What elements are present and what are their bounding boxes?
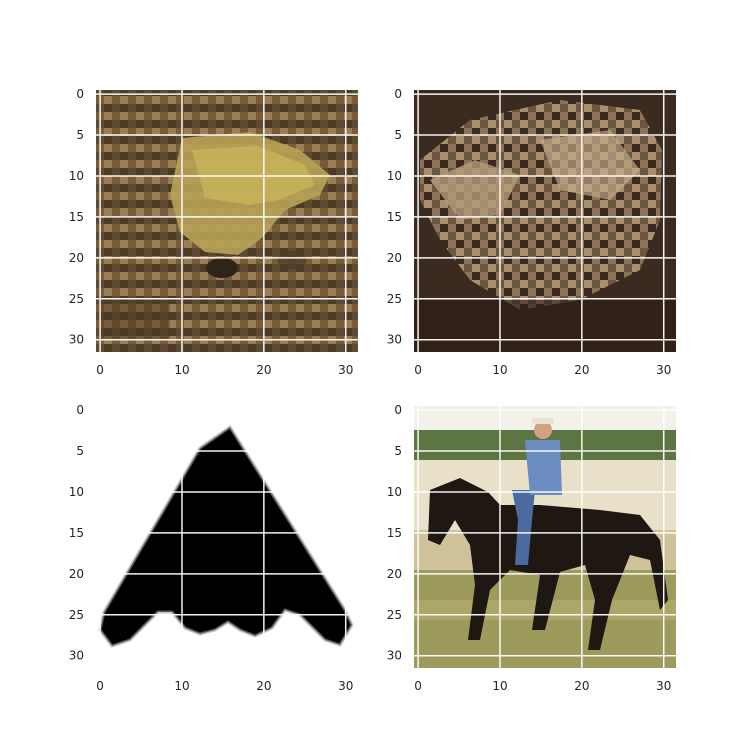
x-tick-label-1-2: 20 xyxy=(574,363,589,377)
horse-rider-image xyxy=(414,406,676,668)
frog-image-2 xyxy=(414,90,676,352)
y-tick-label-0-0: 0 xyxy=(76,87,84,101)
grid-lines xyxy=(96,90,676,668)
y-tick-label-2-5: 25 xyxy=(69,608,84,622)
y-tick-label-0-2: 10 xyxy=(69,169,84,183)
y-tick-label-3-3: 15 xyxy=(387,526,402,540)
y-tick-label-0-6: 30 xyxy=(69,333,84,347)
y-tick-label-2-3: 15 xyxy=(69,526,84,540)
tick-labels: 0 10 20 30 0 5 10 15 20 25 30 0 10 20 30 0 5 10 15 20 25 30 0 1… xyxy=(69,87,672,693)
y-tick-label-0-1: 5 xyxy=(76,128,84,142)
y-tick-label-3-2: 10 xyxy=(387,485,402,499)
y-tick-label-2-4: 20 xyxy=(69,567,84,581)
x-tick-label-3-0: 0 xyxy=(414,679,422,693)
y-tick-label-0-4: 20 xyxy=(69,251,84,265)
x-tick-label-3-2: 20 xyxy=(574,679,589,693)
x-tick-label-2-3: 30 xyxy=(338,679,353,693)
x-tick-label-0-1: 10 xyxy=(174,363,189,377)
x-tick-label-2-1: 10 xyxy=(174,679,189,693)
y-tick-label-3-6: 30 xyxy=(387,649,402,663)
y-tick-label-2-1: 5 xyxy=(76,444,84,458)
y-tick-label-3-5: 25 xyxy=(387,608,402,622)
frog-image-1 xyxy=(96,90,358,352)
y-tick-label-1-6: 30 xyxy=(387,333,402,347)
y-tick-label-1-4: 20 xyxy=(387,251,402,265)
x-tick-label-0-2: 20 xyxy=(256,363,271,377)
y-tick-label-1-1: 5 xyxy=(394,128,402,142)
airplane-silhouette-image xyxy=(96,406,358,668)
y-tick-label-1-2: 10 xyxy=(387,169,402,183)
y-tick-label-1-0: 0 xyxy=(394,87,402,101)
x-tick-label-0-3: 30 xyxy=(338,363,353,377)
y-tick-label-0-3: 15 xyxy=(69,210,84,224)
y-tick-label-2-2: 10 xyxy=(69,485,84,499)
y-tick-label-0-5: 25 xyxy=(69,292,84,306)
x-tick-label-2-0: 0 xyxy=(96,679,104,693)
x-tick-label-3-1: 10 xyxy=(492,679,507,693)
x-tick-label-1-3: 30 xyxy=(656,363,671,377)
x-tick-label-1-0: 0 xyxy=(414,363,422,377)
y-tick-label-3-4: 20 xyxy=(387,567,402,581)
y-tick-label-1-5: 25 xyxy=(387,292,402,306)
x-tick-label-3-3: 30 xyxy=(656,679,671,693)
x-tick-label-1-1: 10 xyxy=(492,363,507,377)
y-tick-label-3-0: 0 xyxy=(394,403,402,417)
x-tick-label-2-2: 20 xyxy=(256,679,271,693)
y-tick-label-3-1: 5 xyxy=(394,444,402,458)
y-tick-label-2-6: 30 xyxy=(69,649,84,663)
y-tick-label-1-3: 15 xyxy=(387,210,402,224)
y-tick-label-2-0: 0 xyxy=(76,403,84,417)
x-tick-label-0-0: 0 xyxy=(96,363,104,377)
